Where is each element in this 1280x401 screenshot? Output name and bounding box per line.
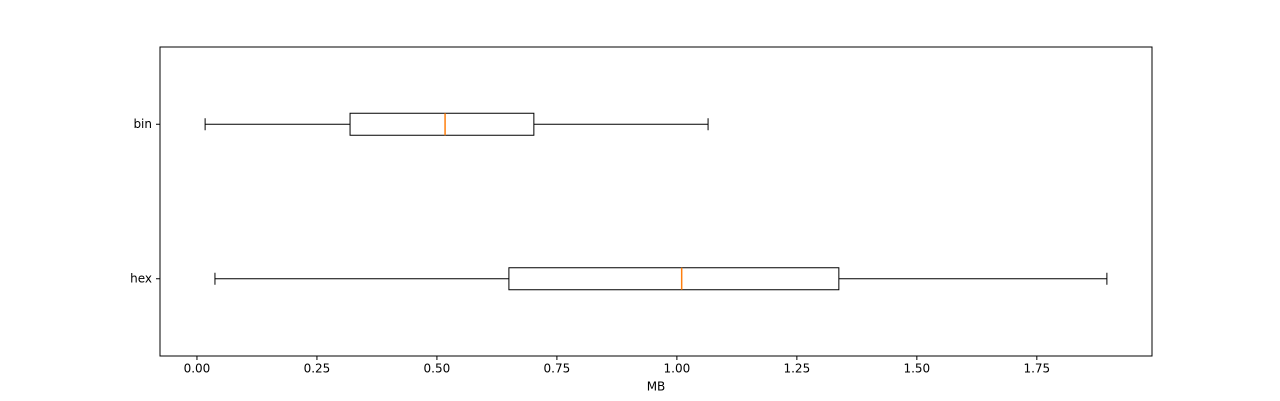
x-tick-label: 0.50 [424, 362, 451, 376]
x-tick-label: 1.25 [783, 362, 810, 376]
x-tick-label: 0.00 [184, 362, 211, 376]
plot-frame [159, 46, 1153, 357]
y-tick-label: hex [130, 271, 152, 285]
x-axis-label: MB [647, 380, 666, 394]
x-tick-label: 1.00 [664, 362, 691, 376]
x-tick-label: 0.25 [304, 362, 331, 376]
x-tick-label: 0.75 [544, 362, 571, 376]
x-tick-label: 1.75 [1023, 362, 1050, 376]
y-tick-label: bin [133, 117, 152, 131]
x-tick-label: 1.50 [903, 362, 930, 376]
box [349, 112, 535, 136]
box [508, 267, 840, 291]
